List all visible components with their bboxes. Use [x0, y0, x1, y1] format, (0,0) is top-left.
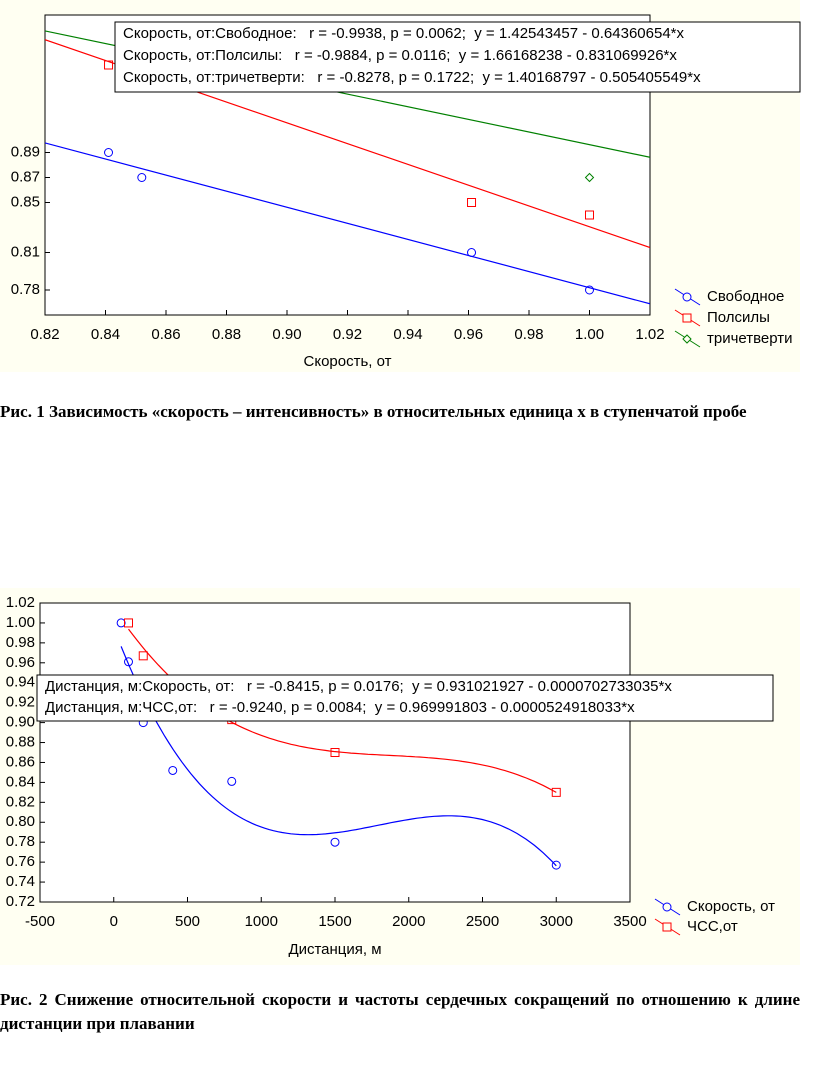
x-axis-label: Дистанция, м — [288, 941, 381, 958]
y-tick-label: 0.78 — [6, 833, 35, 850]
x-tick-label: 0.94 — [393, 326, 422, 343]
y-tick-label: 0.81 — [11, 243, 40, 260]
point — [137, 173, 147, 182]
point — [467, 198, 477, 207]
fit-line — [45, 142, 650, 305]
x-tick-label: 2000 — [392, 913, 425, 930]
y-tick-label: 0.82 — [6, 793, 35, 810]
y-tick-label: 0.84 — [6, 773, 35, 790]
point — [585, 210, 594, 220]
x-tick-label: 2500 — [466, 913, 499, 930]
x-tick-label: 1.02 — [635, 326, 664, 343]
y-tick-label: 0.72 — [6, 893, 35, 910]
annotation: Скорость, от:тричетверти: r = -0.8278, p… — [123, 69, 701, 86]
y-tick-label: 1.02 — [6, 594, 35, 611]
x-tick-label: 0.98 — [514, 326, 543, 343]
y-tick-label: 0.88 — [6, 734, 35, 751]
point — [551, 860, 561, 870]
plot-area — [39, 602, 631, 903]
legend-marker — [682, 334, 692, 344]
x-tick-label: 0.96 — [454, 326, 483, 343]
y-tick-label: 0.86 — [6, 753, 35, 770]
point — [330, 837, 340, 847]
x-tick-label: 0.92 — [333, 326, 362, 343]
point — [124, 657, 133, 667]
point — [584, 172, 595, 183]
x-tick-label: 1000 — [245, 913, 278, 930]
x-tick-label: -500 — [25, 913, 55, 930]
y-tick-label: 0.78 — [11, 281, 40, 298]
y-tick-label: 0.80 — [6, 813, 35, 830]
y-tick-label: 0.98 — [6, 634, 35, 651]
x-tick-label: 3000 — [540, 913, 573, 930]
x-tick-label: 3500 — [613, 913, 646, 930]
y-tick-label: 0.94 — [6, 674, 35, 691]
y-tick-label: 0.90 — [6, 714, 35, 731]
legend-marker — [682, 292, 692, 302]
y-tick-label: 0.96 — [6, 654, 35, 671]
annotation: Дистанция, м:ЧСС,от: r = -0.9240, p = 0.… — [45, 699, 635, 716]
caption: Рис. 2 Снижение относительной скорости и… — [0, 990, 800, 1033]
chart: -500 0 500 1000 1500 2000 2500 3000 3500 0.72 0.74… — [0, 588, 800, 965]
annotation-box — [36, 674, 774, 722]
legend-marker — [682, 313, 692, 323]
annotation: Дистанция, м:Скорость, от: r = -0.8415, … — [45, 678, 672, 695]
legend-marker — [662, 922, 672, 932]
point — [138, 651, 148, 661]
point — [104, 60, 114, 70]
y-tick-label: 0.76 — [6, 853, 35, 870]
point — [104, 148, 114, 157]
annotation: Скорость, от:Полсилы: r = -0.9884, p = 0… — [123, 47, 677, 64]
legend-marker — [662, 902, 672, 912]
point — [551, 787, 561, 797]
point — [330, 748, 340, 757]
point — [116, 618, 126, 628]
legend-label: ЧСС,от — [687, 918, 738, 935]
point — [585, 285, 594, 295]
legend-label: Скорость, от — [687, 898, 775, 915]
x-tick-label: 0.84 — [91, 326, 120, 343]
x-tick-label: 0.86 — [151, 326, 180, 343]
point — [227, 776, 237, 786]
point — [467, 248, 477, 257]
fit-curve — [120, 646, 557, 867]
x-tick-label: 500 — [175, 913, 200, 930]
y-tick-label: 0.89 — [11, 143, 40, 160]
annotation-box — [114, 21, 801, 93]
x-tick-label: 0.82 — [30, 326, 59, 343]
x-tick-label: 0.90 — [272, 326, 301, 343]
x-axis-label: Скорость, от — [304, 353, 392, 370]
x-tick-label: 1.00 — [575, 326, 604, 343]
point — [168, 765, 178, 775]
caption: Рис. 1 Зависимость «скорость – интенсивн… — [0, 402, 747, 421]
y-tick-label: 0.85 — [11, 193, 40, 210]
y-tick-label: 0.87 — [11, 168, 40, 185]
annotation: Скорость, от:Свободное: r = -0.9938, p =… — [123, 25, 685, 42]
legend-label: тричетверти — [707, 330, 793, 347]
y-tick-label: 0.74 — [6, 873, 35, 890]
legend-label: Свободное — [707, 288, 784, 305]
point — [124, 618, 133, 628]
x-tick-label: 0.88 — [212, 326, 241, 343]
y-tick-label: 0.92 — [6, 694, 35, 711]
y-tick-label: 1.00 — [6, 614, 35, 631]
legend-label: Полсилы — [707, 309, 770, 326]
x-tick-label: 0 — [110, 913, 118, 930]
chart: 0.82 0.84 0.86 0.88 0.90 0.92 0.94 0.96 0.98 1.00… — [0, 0, 801, 372]
x-tick-label: 1500 — [318, 913, 351, 930]
